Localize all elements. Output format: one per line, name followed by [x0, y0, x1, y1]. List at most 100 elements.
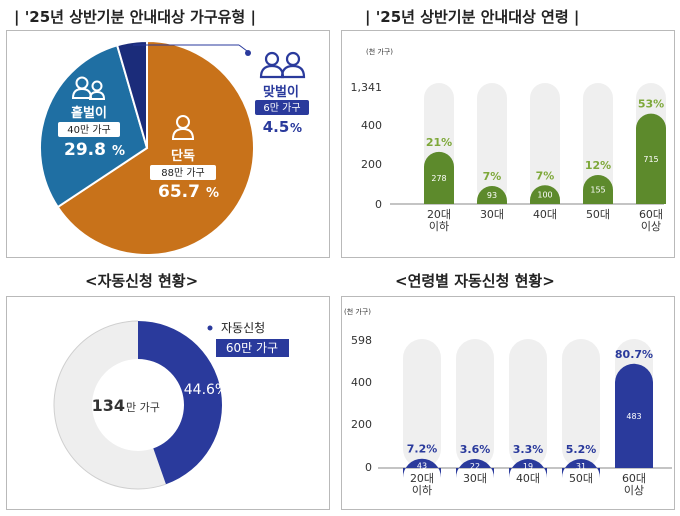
person-icon [171, 115, 195, 140]
y-tick-label: 0 [365, 461, 372, 474]
bar-percent-label: 3.3% [513, 443, 544, 456]
bar [615, 363, 653, 468]
bar-percent-label: 80.7% [615, 348, 653, 361]
bar [509, 459, 547, 478]
x-tick-label: 50대 [586, 208, 610, 221]
bar-track [562, 339, 600, 468]
auto-apply-donut-chart: 134 만 가구 44.6% 자동신청 60만 가구 [53, 320, 289, 490]
bar-value-label: 100 [537, 191, 552, 200]
dual-earner-count: 6만 가구 [263, 102, 300, 114]
x-tick-label: 20대 [427, 208, 451, 221]
x-tick-label: 30대 [463, 472, 487, 485]
bar-percent-label: 7% [536, 169, 555, 182]
bar-percent-label: 3.6% [460, 443, 491, 456]
single-earner-percent-sign: % [112, 144, 125, 159]
bar [562, 459, 600, 478]
title-age: | '25년 상반기분 안내대상 연령 | [365, 8, 580, 26]
x-tick-label: 이상 [624, 484, 644, 497]
donut-rest-outline [53, 320, 167, 490]
bar-track [509, 339, 547, 468]
bar-value-label: 31 [576, 462, 586, 471]
single-earner-percent: 29.8 [64, 140, 106, 160]
bar-track [456, 339, 494, 468]
y-tick-label: 400 [361, 119, 382, 132]
bar-track [530, 83, 560, 204]
two-persons-icon [259, 51, 306, 79]
y-tick-label: 200 [361, 158, 382, 171]
y-tick-label: 1,341 [351, 81, 383, 94]
bar [477, 186, 507, 204]
household-type-panel: 단독 88만 가구 65.7 % 홑벌이 40만 가구 29.8 % 맞벌이 6… [6, 30, 330, 258]
age-auto-apply-panel: (천 가구) 598 400 200 0 43 7.2% 20대 이하 22 3.6% 30… [341, 296, 675, 510]
bar-value-label: 43 [417, 462, 427, 471]
donut-center-unit: 만 가구 [126, 401, 160, 414]
bar-value-label: 155 [590, 185, 605, 194]
bar-percent-label: 12% [585, 159, 611, 172]
two-persons-icon [71, 76, 106, 100]
x-tick-label: 40대 [533, 208, 557, 221]
auto-apply-legend-label: 자동신청 [221, 321, 265, 335]
dual-earner-label: 맞벌이 [263, 84, 299, 100]
bar-value-label: 278 [431, 174, 446, 183]
y-tick-label: 400 [351, 376, 372, 389]
x-tick-label: 60대 [622, 472, 646, 485]
bar [583, 174, 613, 204]
pie-slice-dual-earner [115, 39, 148, 149]
bar-value-label: 22 [470, 462, 480, 471]
bar [530, 185, 560, 204]
single-percent: 65.7 [158, 182, 200, 202]
donut-center-number: 134 [92, 396, 125, 415]
bar-value-label: 483 [626, 412, 641, 421]
household-type-pie-chart: 단독 88만 가구 65.7 % 홑벌이 40만 가구 29.8 % 맞벌이 6… [39, 39, 309, 256]
title-auto-apply: <자동신청 현황> [85, 272, 199, 290]
x-tick-label: 30대 [480, 208, 504, 221]
bar [636, 113, 666, 204]
bar-track [477, 83, 507, 204]
bar [424, 151, 454, 204]
x-tick-label: 이상 [641, 220, 661, 233]
bar-percent-label: 53% [638, 98, 664, 111]
single-earner-count: 40만 가구 [67, 124, 111, 136]
dual-earner-count-box [255, 100, 309, 115]
donut-slice-auto-apply [138, 321, 223, 485]
bar-value-label: 93 [487, 191, 497, 200]
x-tick-label: 이하 [412, 483, 432, 497]
pie-slice-single [56, 39, 255, 256]
single-count: 88만 가구 [161, 167, 205, 179]
x-tick-label: 이하 [429, 219, 449, 233]
age-auto-unit-label: (천 가구) [344, 307, 371, 316]
donut-highlight-percent: 44.6% [184, 382, 228, 398]
single-count-box [150, 165, 216, 180]
x-tick-label: 40대 [516, 472, 540, 485]
title-age-auto-apply: <연령별 자동신청 현황> [395, 272, 555, 290]
auto-apply-count-box [216, 339, 289, 357]
bar-percent-label: 7.2% [407, 443, 438, 456]
dual-earner-percent: 4.5 [263, 118, 290, 136]
bar-value-label: 19 [523, 462, 533, 471]
age-panel: (천 가구) 1,341 400 200 0 278 21% 20대 이하 93 7% 30… [341, 30, 675, 258]
bar-percent-label: 7% [483, 170, 502, 183]
single-earner-count-box [58, 122, 120, 137]
bar-value-label: 715 [643, 155, 658, 164]
age-unit-label: (천 가구) [366, 47, 393, 56]
single-percent-sign: % [206, 186, 219, 201]
auto-apply-panel: 134 만 가구 44.6% 자동신청 60만 가구 [6, 296, 330, 510]
y-tick-label: 598 [351, 334, 372, 347]
single-label: 단독 [171, 148, 195, 164]
bar [403, 458, 441, 478]
auto-apply-count: 60만 가구 [226, 341, 278, 355]
y-tick-label: 200 [351, 418, 372, 431]
bar-percent-label: 21% [426, 136, 452, 149]
bar-percent-label: 5.2% [566, 443, 597, 456]
title-household-type: | '25년 상반기분 안내대상 가구유형 | [14, 8, 256, 26]
dual-earner-leader-drop [238, 44, 248, 52]
dual-earner-leader-dot [245, 50, 251, 56]
bar-track [583, 83, 613, 204]
x-tick-label: 60대 [639, 208, 663, 221]
dual-earner-percent-sign: % [290, 121, 302, 135]
x-tick-label: 50대 [569, 472, 593, 485]
bar [456, 459, 494, 478]
y-tick-label: 0 [375, 198, 382, 211]
